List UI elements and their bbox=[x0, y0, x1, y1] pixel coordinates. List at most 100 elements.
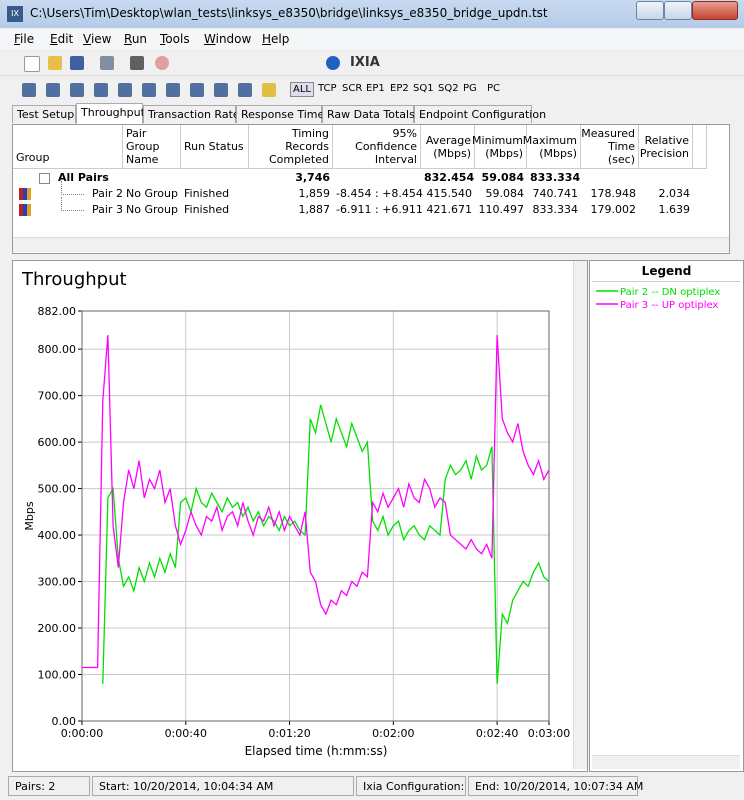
column-header[interactable]: Pair Group Name bbox=[123, 125, 181, 169]
x-tick-label: 0:02:40 bbox=[476, 727, 518, 740]
column-header[interactable]: Run Status bbox=[181, 125, 249, 169]
tool-icon[interactable] bbox=[166, 83, 180, 97]
menu-item[interactable]: Edit bbox=[50, 32, 74, 46]
tab[interactable]: Endpoint Configuration bbox=[414, 105, 546, 123]
minimize-button[interactable] bbox=[636, 1, 664, 20]
table-cell: 833.334 bbox=[530, 171, 581, 184]
table-cell: Pair 3 bbox=[92, 203, 123, 216]
tool-icon[interactable] bbox=[46, 83, 60, 97]
tab[interactable]: Transaction Rate bbox=[143, 105, 240, 123]
column-header[interactable]: Timing Records Completed bbox=[249, 125, 333, 169]
tool-icon[interactable] bbox=[190, 83, 204, 97]
tab[interactable]: Response Time bbox=[236, 105, 324, 123]
toolbar-2: ALL TCP SCR EP1 EP2 SQ1 SQ2 PG PC bbox=[0, 78, 744, 102]
title-bar: IX C:\Users\Tim\Desktop\wlan_tests\links… bbox=[0, 0, 744, 28]
y-tick-label: 300.00 bbox=[38, 576, 77, 589]
column-header[interactable]: Group bbox=[13, 125, 123, 169]
menu-item[interactable]: View bbox=[83, 32, 112, 46]
tool-icon[interactable] bbox=[94, 83, 108, 97]
toolbar-button[interactable]: SQ1 bbox=[413, 83, 434, 94]
pair-icon bbox=[19, 188, 31, 200]
app-icon: IX bbox=[7, 6, 23, 22]
menu-item[interactable]: Window bbox=[204, 32, 252, 46]
stop-icon[interactable] bbox=[155, 56, 169, 70]
column-header[interactable]: Maximum (Mbps) bbox=[523, 125, 581, 169]
ixia-logo: IXIA bbox=[350, 55, 380, 70]
toolbar-button[interactable]: SQ2 bbox=[438, 83, 459, 94]
open-icon[interactable] bbox=[48, 56, 62, 70]
horizontal-scrollbar[interactable] bbox=[13, 237, 729, 252]
y-tick-label: 700.00 bbox=[38, 390, 77, 403]
toolbar-button[interactable]: TCP bbox=[318, 83, 337, 94]
table-cell: No Group bbox=[126, 187, 178, 200]
menu-item[interactable]: Help bbox=[262, 32, 290, 46]
table-cell: Pair 2 bbox=[92, 187, 123, 200]
vertical-scrollbar[interactable] bbox=[573, 261, 587, 769]
toolbar-button[interactable]: EP1 bbox=[366, 83, 385, 94]
tool-icon[interactable] bbox=[214, 83, 228, 97]
tab[interactable]: Test Setup bbox=[12, 105, 76, 123]
table-cell: 1.639 bbox=[658, 203, 691, 216]
tool-icon[interactable] bbox=[22, 83, 36, 97]
table-cell: 2.034 bbox=[658, 187, 691, 200]
toolbar-button[interactable]: PG bbox=[463, 83, 477, 94]
menu-item[interactable]: Tools bbox=[160, 32, 190, 46]
column-header[interactable]: Measured Time (sec) bbox=[581, 125, 639, 169]
toolbar-button[interactable]: ALL bbox=[290, 82, 314, 97]
menu-bar: File Edit View Run Tools Window Help bbox=[0, 29, 744, 49]
window-title: C:\Users\Tim\Desktop\wlan_tests\linksys_… bbox=[30, 6, 548, 20]
chart: Throughput Elapsed time (h:mm:ss) Mbps 0… bbox=[21, 269, 570, 758]
series-line bbox=[102, 404, 550, 684]
column-header[interactable]: Average (Mbps) bbox=[421, 125, 475, 169]
table-cell: 3,746 bbox=[295, 171, 330, 184]
column-header[interactable]: Relative Precision bbox=[639, 125, 693, 169]
plot-area bbox=[81, 310, 550, 722]
tool-icon[interactable] bbox=[70, 83, 84, 97]
x-tick-label: 0:01:20 bbox=[268, 727, 310, 740]
column-header[interactable]: 95% Confidence Interval bbox=[333, 125, 421, 169]
info-icon[interactable] bbox=[326, 56, 340, 70]
table-cell: 832.454 bbox=[424, 171, 475, 184]
x-axis-label: Elapsed time (h:mm:ss) bbox=[245, 744, 388, 758]
close-button[interactable] bbox=[692, 1, 738, 20]
run-icon[interactable] bbox=[130, 56, 144, 70]
menu-item[interactable]: Run bbox=[124, 32, 148, 46]
table-cell: 1,859 bbox=[298, 187, 331, 200]
save-icon[interactable] bbox=[70, 56, 84, 70]
table-cell: -6.911 : +6.911 bbox=[336, 203, 423, 216]
tool-icon[interactable] bbox=[238, 83, 252, 97]
status-bar: Pairs: 2 Start: 10/20/2014, 10:04:34 AM Ix… bbox=[0, 774, 744, 800]
tool-icon[interactable] bbox=[118, 83, 132, 97]
toolbar-button[interactable]: EP2 bbox=[390, 83, 409, 94]
series-line bbox=[82, 335, 550, 669]
y-tick-label: 600.00 bbox=[38, 436, 77, 449]
legend: Pair 2 -- DN optiplex Pair 3 -- UP optipl… bbox=[596, 287, 720, 311]
plot-frame bbox=[81, 310, 550, 722]
toolbar-button[interactable]: SCR bbox=[342, 83, 363, 94]
tab[interactable]: Throughput bbox=[76, 103, 145, 124]
x-tick-label: 0:00:00 bbox=[61, 727, 103, 740]
collapse-box[interactable] bbox=[39, 173, 50, 184]
tool-icon[interactable] bbox=[262, 83, 276, 97]
tool-icon[interactable] bbox=[142, 83, 156, 97]
maximize-button[interactable] bbox=[664, 1, 692, 20]
tab[interactable]: Raw Data Totals bbox=[322, 105, 415, 123]
column-header[interactable]: Minimum (Mbps) bbox=[472, 125, 527, 169]
legend-label: Pair 2 -- DN optiplex bbox=[620, 287, 720, 298]
toolbar-button[interactable]: PC bbox=[487, 83, 501, 94]
chart-title: Throughput bbox=[21, 269, 127, 290]
column-header bbox=[693, 125, 707, 169]
table-cell: 415.540 bbox=[426, 187, 473, 200]
legend-divider bbox=[592, 281, 740, 282]
new-icon[interactable] bbox=[24, 56, 40, 72]
legend-scrollbar[interactable] bbox=[592, 755, 740, 769]
x-tick-label: 0:03:00 bbox=[528, 727, 570, 740]
menu-item[interactable]: File bbox=[14, 32, 35, 46]
chart-panel: Throughput Elapsed time (h:mm:ss) Mbps 0… bbox=[12, 260, 588, 772]
y-tick-label: 0.00 bbox=[52, 715, 77, 728]
table-cell: All Pairs bbox=[58, 171, 109, 184]
table-cell: 740.741 bbox=[532, 187, 579, 200]
print-icon[interactable] bbox=[100, 56, 114, 70]
table-cell: 59.084 bbox=[481, 171, 524, 184]
